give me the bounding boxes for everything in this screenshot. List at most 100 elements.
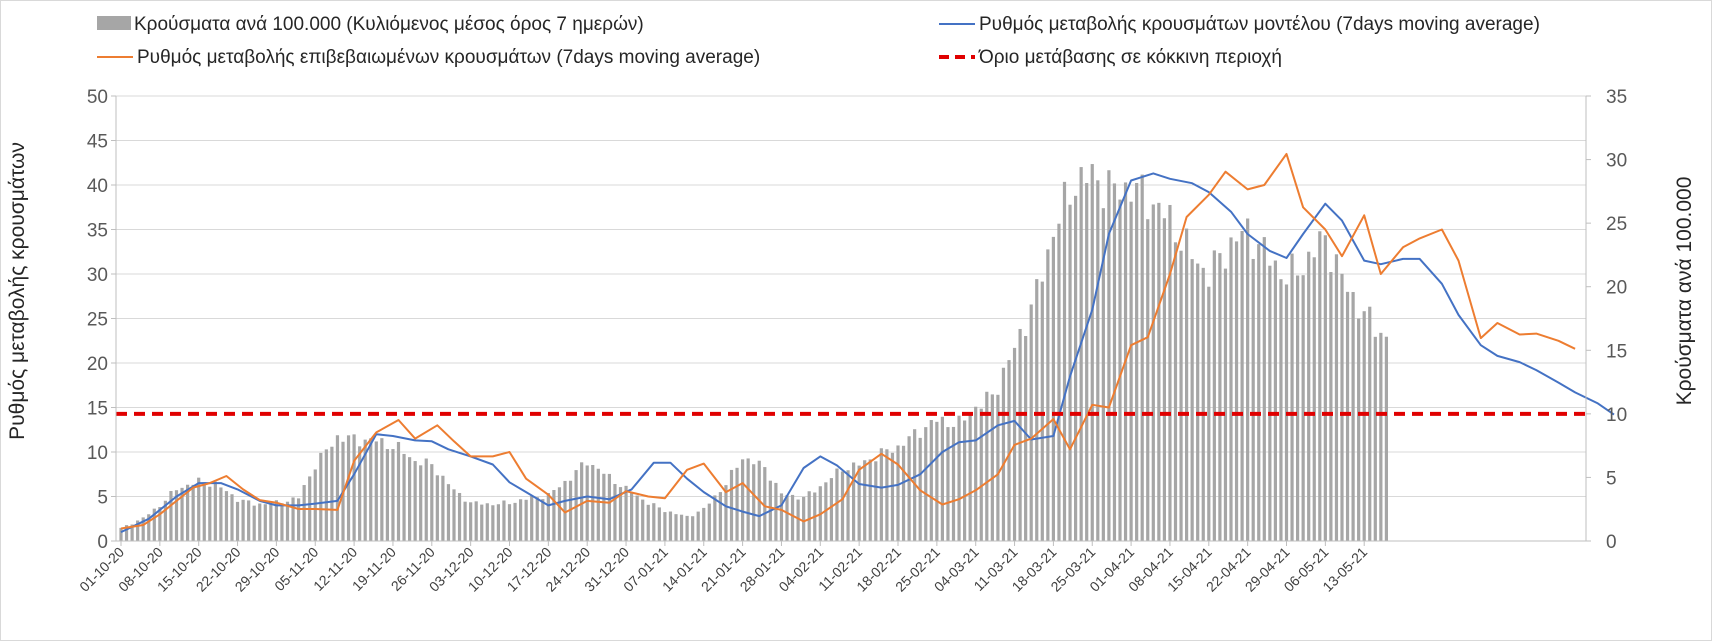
bar [319,452,323,541]
bar [802,496,806,541]
bar [1296,275,1300,541]
bar [435,475,439,541]
bar [1345,291,1350,541]
bar [452,489,456,541]
bar [935,421,939,541]
bar [574,470,578,541]
bar [1173,242,1178,541]
bar [1362,311,1366,541]
bar [807,491,811,541]
legend: Κρούσματα ανά 100.000 (Κυλιόμενος μέσος … [97,14,1540,68]
bar [1218,253,1222,541]
bar [868,459,872,541]
bar [735,467,739,541]
bar [663,512,667,541]
bar [391,449,395,541]
legend-swatch-bars [97,16,131,30]
bar [741,459,745,541]
bar [946,427,950,541]
right-axis-tick-labels: 0 5 10 15 20 25 30 35 [1606,87,1627,553]
left-tick-label: 20 [87,354,108,375]
bar [679,514,684,541]
bar [163,500,167,541]
left-tick-label: 50 [87,87,108,108]
bar [152,508,156,541]
bar [413,461,417,541]
bar [1329,272,1333,541]
bar [546,492,550,541]
bar [1223,268,1228,541]
line-series [116,152,1615,534]
bar [890,452,895,541]
bar [335,435,340,541]
bar [1107,170,1111,541]
right-tick-label: 10 [1606,405,1627,426]
bar [1140,174,1144,542]
bar [1373,336,1377,541]
bar [963,420,967,541]
bar [1029,304,1033,541]
legend-label-threshold: Όριο μετάβασης σε κόκκινη περιοχή [978,47,1282,68]
bar [1279,279,1283,541]
line-confirmed-rate [120,152,1576,530]
bar [1207,286,1211,541]
bar [186,484,190,541]
bar [141,517,145,541]
bar [674,514,678,541]
bar [1246,218,1250,541]
right-tick-label: 30 [1606,151,1627,172]
bar [641,499,645,541]
bar [1101,208,1105,541]
bar [974,406,978,541]
bar [252,505,256,541]
bar [346,435,351,541]
bar [885,449,889,541]
bar [1268,265,1272,541]
bar [474,501,478,541]
bar [535,497,539,541]
bar [1307,251,1311,541]
bar [1090,164,1094,541]
bar [635,495,639,541]
bar [1301,275,1305,541]
bar [857,465,861,541]
left-tick-label: 45 [87,132,108,153]
bar [1079,167,1083,541]
left-axis-tick-labels: 0 5 10 15 20 25 30 35 40 45 50 [87,87,108,553]
bar [1135,182,1139,541]
bar [596,468,600,541]
line-model-rate [120,172,1615,534]
bar [302,485,306,541]
bar [491,505,495,541]
bar [796,499,800,541]
bar [1312,257,1316,541]
bar [1190,259,1194,541]
bar [374,441,378,541]
bar [219,487,223,541]
bar [835,468,839,541]
bar [713,495,717,541]
bar [707,503,711,541]
legend-label-model: Ρυθμός μεταβολής κρουσμάτων μοντέλου (7d… [979,14,1540,35]
bar [874,461,878,541]
bar [879,448,883,541]
bar [957,415,961,541]
bar [568,480,573,541]
bar [774,482,778,541]
bar [1323,235,1327,541]
bar [657,507,661,541]
bar [247,500,251,541]
bar [696,511,700,541]
left-tick-label: 15 [87,399,108,420]
bar [863,460,867,541]
bar [507,504,512,541]
bar [147,514,151,541]
bar [519,499,523,541]
bar [729,469,734,541]
bar [457,492,462,541]
bar [241,499,245,541]
bar [385,449,389,541]
bar [124,525,129,541]
bar [618,487,623,541]
